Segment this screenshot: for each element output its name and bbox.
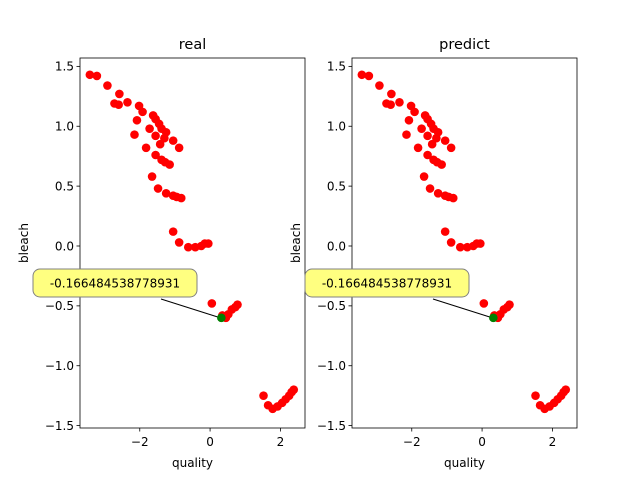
data-point [446, 143, 456, 153]
data-point [446, 238, 456, 247]
x-tick-label: −2 [403, 435, 421, 449]
data-point [404, 115, 414, 125]
y-tick-label: 1.0 [327, 120, 346, 134]
data-point [114, 100, 123, 109]
data-point [479, 299, 489, 308]
data-point [160, 133, 169, 143]
y-tick-label: 1.5 [327, 60, 346, 74]
data-point [386, 100, 395, 109]
data-point [423, 131, 432, 141]
data-point [476, 239, 485, 248]
data-point [505, 300, 514, 309]
x-tick-label: 0 [206, 435, 214, 449]
data-point [233, 300, 242, 309]
data-point [423, 150, 432, 160]
data-point [151, 131, 160, 141]
data-point [147, 172, 157, 181]
data-point [440, 136, 450, 145]
data-point [161, 189, 171, 198]
data-point [413, 143, 423, 153]
y-tick-label: −1.5 [317, 419, 346, 433]
axes-frame [79, 57, 306, 429]
data-point [531, 391, 540, 400]
y-tick-label: −1.0 [45, 359, 74, 373]
data-point [357, 70, 367, 80]
data-point [130, 130, 139, 139]
annotation-text: -0.166484538778931 [322, 277, 452, 291]
y-tick-label: −0.5 [45, 299, 74, 313]
data-point [165, 160, 174, 169]
y-tick-label: −1.5 [45, 419, 74, 433]
chart-title: real [179, 37, 206, 53]
data-point [561, 385, 571, 394]
data-point [440, 227, 450, 236]
annotation-arrow [160, 298, 218, 318]
y-axis-label: bleach [17, 223, 31, 263]
data-point [419, 172, 429, 181]
data-point [168, 227, 178, 236]
annotation-box [32, 268, 198, 298]
annotation-text: -0.166484538778931 [50, 277, 180, 291]
y-tick-label: 0.5 [327, 179, 346, 193]
y-tick-label: 0.0 [55, 239, 74, 253]
data-point [432, 133, 441, 143]
annotation-arrow [432, 298, 490, 318]
data-point [115, 89, 124, 99]
y-tick-label: 0.5 [55, 179, 74, 193]
data-point [204, 239, 213, 248]
data-point [364, 71, 374, 81]
x-axis-label: quality [444, 456, 485, 470]
data-point [145, 124, 154, 133]
data-point [103, 81, 112, 90]
y-tick-label: 1.0 [55, 120, 74, 134]
data-point [387, 89, 396, 99]
data-point [123, 98, 132, 107]
y-tick-label: −1.0 [317, 359, 346, 373]
data-point [425, 184, 435, 193]
data-point [92, 71, 102, 81]
data-point [168, 136, 178, 145]
data-point [155, 139, 165, 149]
data-point [437, 160, 446, 169]
data-point [183, 242, 193, 252]
subplot-predict: predict quality bleach −2 0 2 −1.5 −1.0 −0.5 0.0 0… [289, 37, 578, 470]
highlight-point [217, 313, 226, 323]
x-tick-label: 0 [478, 435, 486, 449]
data-point [417, 124, 426, 133]
data-point [153, 184, 163, 193]
axes-frame [351, 57, 578, 429]
annotation-box [304, 268, 470, 298]
x-tick-label: 2 [277, 435, 285, 449]
y-tick-label: 1.5 [55, 60, 74, 74]
x-tick-label: 2 [549, 435, 557, 449]
x-tick-label: −2 [131, 435, 149, 449]
x-axis-label: quality [172, 456, 213, 470]
data-point [427, 139, 437, 149]
data-point [259, 391, 268, 400]
data-point [455, 242, 465, 252]
data-point [176, 193, 186, 203]
data-point [132, 115, 142, 125]
y-tick-label: −0.5 [317, 299, 346, 313]
data-point [410, 107, 419, 117]
y-axis-label: bleach [289, 223, 303, 263]
data-point [151, 150, 160, 160]
data-point [141, 143, 151, 153]
data-point [207, 299, 217, 308]
y-tick-label: 0.0 [327, 239, 346, 253]
data-point [395, 98, 404, 107]
data-point [85, 70, 95, 80]
data-point [402, 130, 411, 139]
data-point [138, 107, 147, 117]
data-point [433, 189, 443, 198]
subplot-real: real quality bleach −2 0 2 −1.5 −1.0 −0.5 0.0 0.5 1… [17, 37, 306, 470]
data-point [375, 81, 384, 90]
chart-title: predict [439, 37, 490, 53]
data-point [448, 193, 458, 203]
data-point [174, 238, 184, 247]
data-point [174, 143, 184, 153]
highlight-point [489, 313, 498, 323]
data-point [289, 385, 299, 394]
